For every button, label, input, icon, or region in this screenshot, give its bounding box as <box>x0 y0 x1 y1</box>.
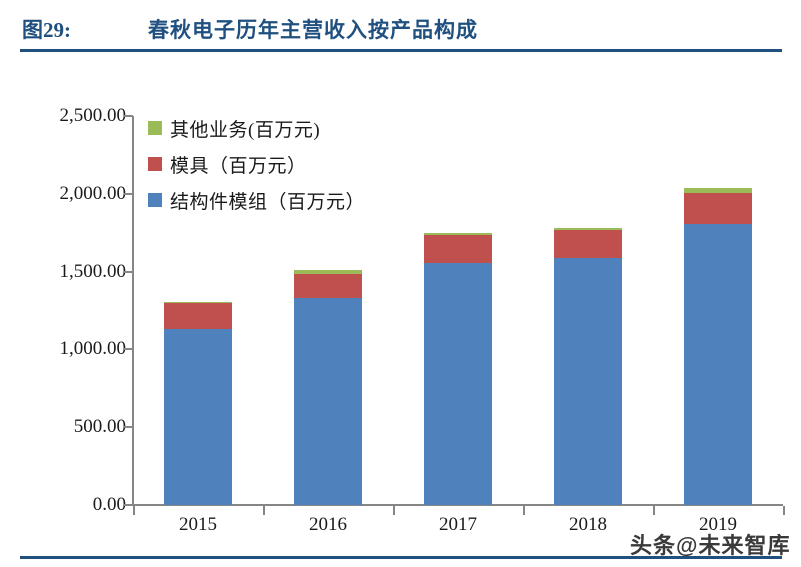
stacked-bar[interactable] <box>424 233 492 505</box>
y-axis-tick-label: 1,000.00 <box>59 338 127 360</box>
stacked-bar-chart: 0.00 500.00 1,000.00 1,500.00 2,000.00 2,500.… <box>0 56 801 551</box>
bar-segment[interactable] <box>554 229 622 259</box>
figure-header: 图29: 春秋电子历年主营收入按产品构成 <box>0 0 801 56</box>
figure-title: 春秋电子历年主营收入按产品构成 <box>148 18 478 42</box>
bar-segment[interactable] <box>164 301 232 304</box>
y-axis-tick-label: 1,500.00 <box>59 260 127 282</box>
y-axis-tick-mark <box>124 270 133 273</box>
y-axis-line <box>132 116 134 506</box>
stacked-bar[interactable] <box>164 301 232 505</box>
bar-group-2018[interactable] <box>523 116 653 505</box>
bar-segment[interactable] <box>424 235 492 264</box>
bar-segment[interactable] <box>294 274 362 299</box>
bar-segment[interactable] <box>424 263 492 505</box>
chart-legend: 其他业务(百万元) 模具（百万元） 结构件模组（百万元） <box>148 110 478 218</box>
legend-item[interactable]: 模具（百万元） <box>148 146 478 182</box>
x-axis-tick-label: 2016 <box>309 514 347 535</box>
bar-segment[interactable] <box>164 303 232 329</box>
bar-segment[interactable] <box>164 328 232 505</box>
figure-number: 图29: <box>22 18 71 42</box>
legend-swatch-icon <box>148 121 162 135</box>
stacked-bar[interactable] <box>554 227 622 505</box>
header-divider <box>20 49 782 52</box>
y-axis-tick-label: 500.00 <box>73 416 126 438</box>
y-axis-tick-label: 2,000.00 <box>59 182 127 204</box>
x-axis-tick-mark <box>393 506 395 515</box>
footer-divider <box>20 556 782 559</box>
bar-segment[interactable] <box>684 187 752 194</box>
x-axis-labels: 2015 2016 2017 2018 2019 <box>133 514 783 548</box>
bar-segment[interactable] <box>554 227 622 230</box>
legend-swatch-icon <box>148 193 162 207</box>
bar-segment[interactable] <box>684 223 752 505</box>
bar-group-2017[interactable] <box>393 116 523 505</box>
bar-segment[interactable] <box>294 298 362 505</box>
bar-segment[interactable] <box>554 258 622 505</box>
y-axis-labels: 0.00 500.00 1,000.00 1,500.00 2,000.00 2,500.… <box>8 56 127 551</box>
legend-label: 其他业务(百万元) <box>170 119 321 141</box>
bar-group-2016[interactable] <box>263 116 393 505</box>
y-axis-tick-label: 2,500.00 <box>59 105 127 126</box>
x-axis-tick-label: 2018 <box>569 514 607 535</box>
bar-segment[interactable] <box>684 193 752 224</box>
stacked-bar[interactable] <box>294 270 362 505</box>
y-axis-tick-mark <box>124 426 133 429</box>
x-axis-tick-mark <box>133 506 135 515</box>
stacked-bar[interactable] <box>684 187 752 505</box>
legend-label: 结构件模组（百万元） <box>170 191 366 213</box>
x-axis-line <box>132 504 783 506</box>
legend-label: 模具（百万元） <box>170 155 307 177</box>
y-axis-tick-mark <box>124 348 133 351</box>
x-axis-tick-label: 2017 <box>439 514 477 535</box>
bar-group-2015[interactable] <box>133 116 263 505</box>
y-axis-tick-label: 0.00 <box>92 494 126 515</box>
bar-segment[interactable] <box>424 233 492 236</box>
bar-group-2019[interactable] <box>653 116 783 505</box>
y-axis-tick-mark <box>124 504 133 506</box>
x-axis-tick-label: 2015 <box>179 514 217 535</box>
watermark: 头条@未来智库 <box>630 533 791 558</box>
legend-swatch-icon <box>148 157 162 171</box>
x-axis-tick-mark <box>263 506 265 515</box>
legend-item[interactable]: 结构件模组（百万元） <box>148 182 478 218</box>
y-axis-tick-mark <box>124 192 133 195</box>
x-axis-tick-mark <box>653 506 655 515</box>
legend-item[interactable]: 其他业务(百万元) <box>148 110 478 146</box>
y-axis-tick-mark <box>124 115 133 117</box>
plot-area <box>133 116 783 505</box>
x-axis-tick-label: 2019 <box>699 514 737 535</box>
x-axis-tick-mark <box>783 506 785 515</box>
bar-segment[interactable] <box>294 270 362 275</box>
x-axis-tick-mark <box>523 506 525 515</box>
